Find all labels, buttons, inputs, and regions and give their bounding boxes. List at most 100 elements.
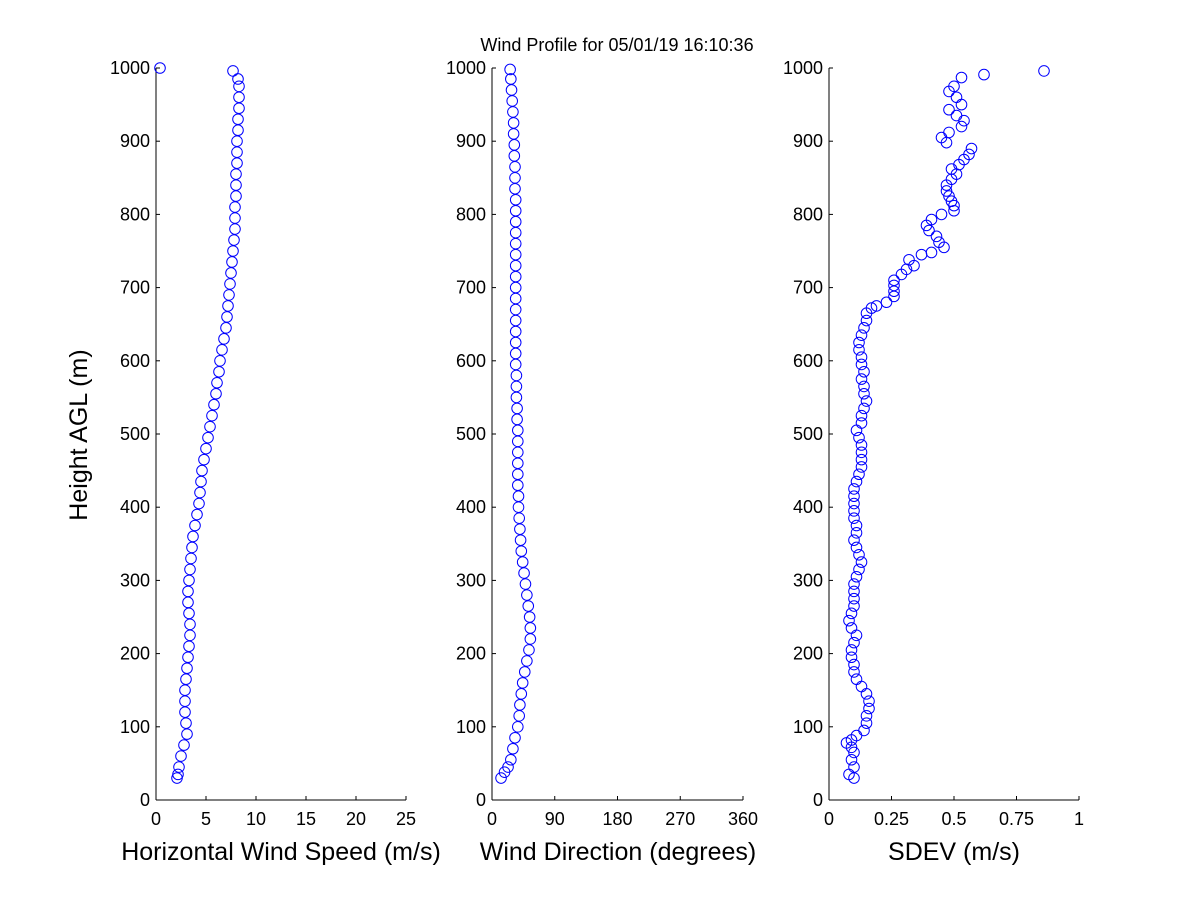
x-tick-label: 20 [346, 809, 366, 829]
data-point [213, 365, 225, 378]
data-point [506, 95, 519, 107]
data-point [509, 336, 522, 349]
y-tick-label: 1000 [446, 58, 486, 78]
data-point [950, 91, 963, 104]
data-point [509, 193, 522, 206]
data-point [229, 212, 241, 224]
data-point [848, 746, 860, 759]
data-point [860, 717, 873, 729]
x-tick-label: 25 [396, 809, 416, 829]
data-point [498, 766, 511, 778]
data-point [948, 204, 960, 217]
sdev-x-axis-label: SDEV (m/s) [888, 838, 1020, 866]
y-axis-label: Height AGL (m) [65, 349, 93, 520]
y-tick-label: 1000 [783, 58, 823, 78]
data-point [848, 600, 860, 612]
data-point [860, 688, 873, 700]
data-point [509, 358, 522, 371]
y-tick-label: 100 [793, 717, 823, 737]
data-point [182, 596, 194, 609]
data-point [198, 453, 210, 466]
y-tick-label: 300 [120, 570, 150, 590]
data-point [843, 614, 855, 627]
data-point [505, 84, 518, 96]
data-point [848, 483, 860, 495]
data-point [855, 556, 868, 568]
data-point [227, 65, 239, 77]
data-point [175, 750, 187, 762]
data-point [845, 644, 858, 656]
data-point [940, 185, 953, 197]
data-point [908, 259, 920, 272]
data-point [224, 278, 236, 290]
data-point [504, 63, 516, 76]
data-point [855, 409, 868, 422]
sdev-panel: 0 100 200 300 400 500 600 700 800 900 1000 0 0.25 0.5… [783, 58, 1084, 829]
data-point [516, 677, 529, 689]
data-point [943, 190, 955, 202]
data-point [514, 699, 526, 711]
data-point [223, 289, 235, 301]
data-point [850, 527, 863, 539]
y-tick-label: 700 [120, 278, 150, 298]
data-point [511, 479, 524, 492]
data-point [509, 347, 522, 360]
data-point [216, 344, 228, 356]
y-tick-label: 0 [140, 790, 150, 810]
y-tick-label: 1000 [110, 58, 150, 78]
data-point [227, 245, 239, 257]
data-point [855, 680, 868, 693]
data-point [915, 248, 928, 261]
data-point [850, 541, 863, 554]
data-point [183, 574, 195, 587]
data-point [855, 351, 868, 363]
data-point [509, 161, 521, 173]
data-point [187, 530, 199, 543]
data-point [229, 201, 241, 213]
data-point [204, 420, 216, 433]
data-point [232, 113, 244, 126]
data-point [509, 226, 522, 239]
data-point [511, 721, 524, 733]
y-tick-label: 800 [120, 204, 150, 224]
data-point [863, 702, 875, 715]
data-point [510, 380, 523, 393]
data-point [855, 461, 868, 473]
data-point [860, 314, 873, 327]
data-point [923, 224, 935, 237]
y-tick-label: 600 [456, 351, 486, 371]
y-tick-label: 300 [456, 570, 486, 590]
y-tick-label: 200 [793, 644, 823, 664]
data-point [180, 673, 192, 686]
data-point [512, 490, 525, 503]
data-point [850, 673, 863, 686]
data-point [920, 219, 933, 232]
data-point [511, 413, 523, 426]
data-point [194, 486, 206, 499]
y-tick-label: 500 [120, 424, 150, 444]
data-point [850, 519, 863, 532]
data-point [225, 267, 237, 279]
data-point [853, 336, 865, 349]
data-point [925, 246, 938, 259]
data-point [955, 120, 968, 133]
data-point [855, 329, 868, 341]
data-point [200, 442, 212, 455]
data-point [523, 644, 535, 656]
data-point [848, 761, 860, 773]
data-point [514, 534, 527, 546]
data-point [511, 402, 523, 415]
data-point [508, 150, 521, 162]
data-point [180, 717, 192, 729]
x-tick-label: 1 [1074, 809, 1084, 829]
data-point [509, 281, 522, 294]
data-point [507, 128, 520, 140]
data-point [940, 179, 953, 191]
data-point [863, 695, 875, 707]
data-point [184, 629, 196, 642]
data-point [181, 662, 193, 675]
data-point [943, 103, 955, 116]
data-point [512, 501, 525, 514]
data-point [855, 373, 868, 385]
data-point [231, 146, 243, 158]
